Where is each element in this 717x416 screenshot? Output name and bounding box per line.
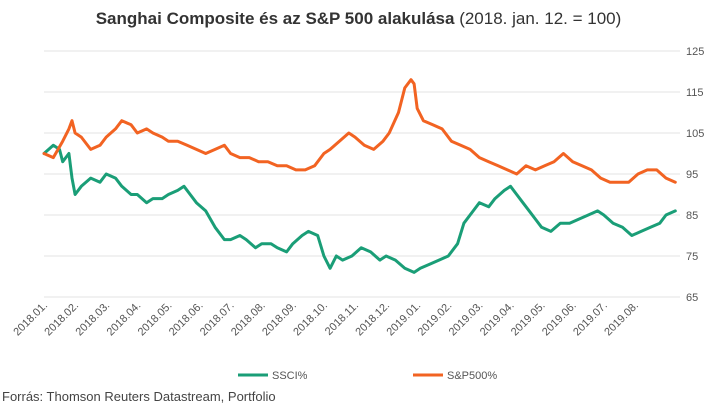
y-tick-label: 65 (686, 292, 698, 304)
legend: SSCI% S&P500% (238, 370, 497, 382)
gridlines (44, 50, 680, 298)
y-tick-label: 85 (686, 210, 698, 222)
legend-label: SSCI% (272, 370, 308, 382)
series-line-sp500 (42, 78, 677, 184)
x-tick-label: 2019.08. (602, 300, 641, 339)
x-tick-label: 2018.10. (291, 300, 330, 339)
y-tick-label: 105 (686, 128, 704, 140)
series-lines (42, 78, 677, 274)
y-tick-label: 75 (686, 251, 698, 263)
y-tick-label: 95 (686, 169, 698, 181)
legend-label: S&P500% (447, 370, 497, 382)
y-tick-label: 115 (686, 87, 704, 99)
chart-title: Sanghai Composite és az S&P 500 alakulás… (0, 9, 717, 29)
chart-title-suffix: (2018. jan. 12. = 100) (454, 9, 622, 28)
y-tick-label: 125 (686, 46, 704, 58)
x-axis: 2018.01.2018.02.2018.03.2018.04.2018.05.… (11, 300, 641, 339)
source-note: Forrás: Thomson Reuters Datastream, Port… (2, 389, 276, 404)
series-line-ssci (42, 143, 677, 274)
y-axis: 65 75 85 95 105 115 125 (686, 46, 704, 304)
chart-title-main: Sanghai Composite és az S&P 500 alakulás… (95, 9, 455, 28)
